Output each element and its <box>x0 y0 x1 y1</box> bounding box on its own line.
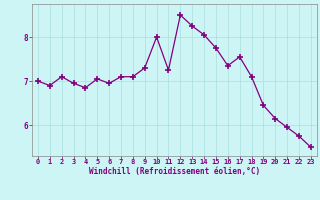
X-axis label: Windchill (Refroidissement éolien,°C): Windchill (Refroidissement éolien,°C) <box>89 167 260 176</box>
